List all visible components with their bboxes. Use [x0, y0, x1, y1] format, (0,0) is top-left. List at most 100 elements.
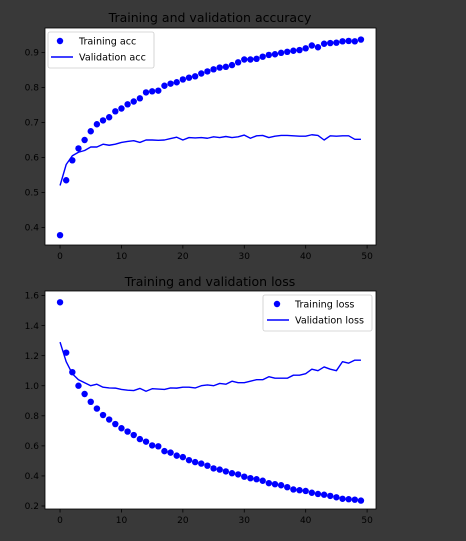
data-point-training-acc: [62, 177, 70, 184]
legend-label-training-acc: Training acc: [78, 37, 136, 48]
y-tick-label: 1.4: [25, 322, 40, 332]
data-point-training-acc: [191, 73, 199, 80]
data-point-training-acc: [234, 59, 242, 66]
accuracy-chart: Training and validation accuracy 0 10 20 30…: [25, 10, 377, 262]
legend-marker-training-acc: [56, 37, 64, 45]
data-point-training-loss: [228, 470, 236, 477]
y-tick-label: 0.7: [25, 119, 39, 129]
legend-label-validation-loss: Validation loss: [295, 316, 364, 327]
data-point-training-loss: [345, 496, 352, 503]
data-point-training-loss: [277, 482, 285, 489]
y-tick-label: 1.2: [25, 352, 39, 362]
data-point-training-loss: [155, 443, 162, 450]
series-layer: [56, 299, 365, 504]
data-point-training-acc: [105, 114, 113, 121]
data-point-training-acc: [130, 98, 137, 105]
data-point-training-acc: [179, 76, 187, 83]
x-tick-label: 0: [57, 516, 63, 526]
data-point-training-acc: [357, 36, 365, 43]
data-point-training-loss: [142, 438, 150, 445]
data-point-training-acc: [333, 39, 340, 46]
chart-title: Training and validation loss: [124, 274, 295, 289]
legend-label-training-loss: Training loss: [294, 300, 354, 311]
data-point-training-loss: [327, 492, 334, 500]
data-point-training-acc: [136, 95, 144, 102]
chart-title: Training and validation accuracy: [108, 10, 312, 25]
data-point-training-loss: [265, 479, 273, 487]
data-point-training-loss: [314, 490, 322, 498]
y-tick-label: 0.4: [25, 224, 40, 234]
x-tick-label: 50: [361, 516, 373, 526]
data-point-training-loss: [99, 411, 107, 419]
data-point-training-acc: [118, 105, 125, 112]
data-point-training-loss: [112, 420, 119, 428]
data-point-training-acc: [351, 38, 359, 45]
data-point-training-loss: [247, 474, 254, 482]
x-tick-label: 40: [300, 252, 312, 262]
data-point-training-loss: [222, 468, 230, 475]
data-point-training-loss: [124, 428, 131, 435]
data-point-training-acc: [198, 70, 205, 77]
data-point-training-acc: [148, 88, 156, 95]
data-point-training-acc: [314, 44, 322, 51]
data-point-training-acc: [284, 48, 291, 55]
y-tick-label: 0.9: [25, 49, 40, 59]
data-point-training-loss: [320, 491, 328, 498]
x-tick-label: 40: [300, 516, 312, 526]
y-tick-label: 1.6: [25, 292, 40, 302]
series-line-validation-acc: [59, 134, 361, 186]
data-point-training-loss: [241, 473, 248, 480]
data-point-training-acc: [308, 42, 316, 49]
y-tick-label: 0.8: [25, 412, 40, 422]
x-tick-label: 10: [116, 516, 128, 526]
data-point-training-loss: [357, 497, 365, 504]
data-point-training-loss: [290, 486, 297, 493]
data-point-training-acc: [81, 136, 88, 144]
loss-chart: Training and validation loss 0 10 20 30 40 50…: [25, 274, 377, 526]
data-point-training-loss: [191, 458, 199, 466]
data-point-training-loss: [210, 465, 217, 472]
data-point-training-loss: [75, 382, 82, 389]
y-tick-label: 0.2: [25, 502, 39, 512]
axis-ticks: 0 10 20 30 40 50 0.4 0.5 0.6 0.7 0.8 0.9: [25, 49, 373, 262]
x-tick-label: 20: [177, 252, 189, 262]
data-point-training-loss: [148, 442, 156, 449]
data-point-training-acc: [142, 89, 150, 96]
data-point-training-acc: [99, 117, 107, 124]
data-point-training-acc: [271, 51, 279, 58]
series-layer: [56, 36, 365, 239]
data-point-training-acc: [161, 82, 168, 89]
data-point-training-acc: [265, 51, 273, 59]
data-point-training-loss: [271, 480, 279, 488]
data-point-training-acc: [167, 80, 174, 87]
data-point-training-acc: [204, 68, 211, 75]
series-line-validation-loss: [59, 341, 361, 392]
data-point-training-acc: [259, 53, 266, 60]
legend: Training loss Validation loss: [262, 294, 373, 332]
data-point-training-loss: [198, 460, 205, 467]
data-point-training-acc: [247, 56, 254, 63]
y-tick-label: 0.5: [25, 189, 39, 199]
data-point-training-acc: [124, 101, 131, 108]
data-point-training-loss: [296, 487, 303, 494]
y-tick-label: 0.4: [25, 472, 40, 482]
data-point-training-loss: [81, 390, 88, 398]
legend-box: [47, 31, 155, 69]
data-point-training-acc: [277, 49, 285, 57]
axis-ticks: 0 10 20 30 40 50 0.2 0.4 0.6 0.8 1.0 1.2 1.4 1.6: [25, 292, 373, 526]
data-point-training-loss: [130, 431, 137, 439]
data-point-training-loss: [136, 435, 144, 443]
x-tick-label: 0: [57, 252, 63, 262]
data-point-training-loss: [351, 496, 359, 503]
data-point-training-acc: [216, 64, 223, 71]
data-point-training-acc: [241, 56, 248, 63]
data-point-training-acc: [228, 61, 236, 69]
data-point-training-loss: [339, 495, 346, 502]
data-point-training-loss: [259, 477, 266, 484]
data-point-training-loss: [161, 447, 168, 455]
data-point-training-acc: [296, 46, 303, 54]
data-point-training-acc: [327, 39, 334, 47]
data-point-training-acc: [87, 128, 94, 135]
data-point-training-loss: [216, 466, 223, 473]
legend-marker-training-loss: [273, 300, 281, 308]
